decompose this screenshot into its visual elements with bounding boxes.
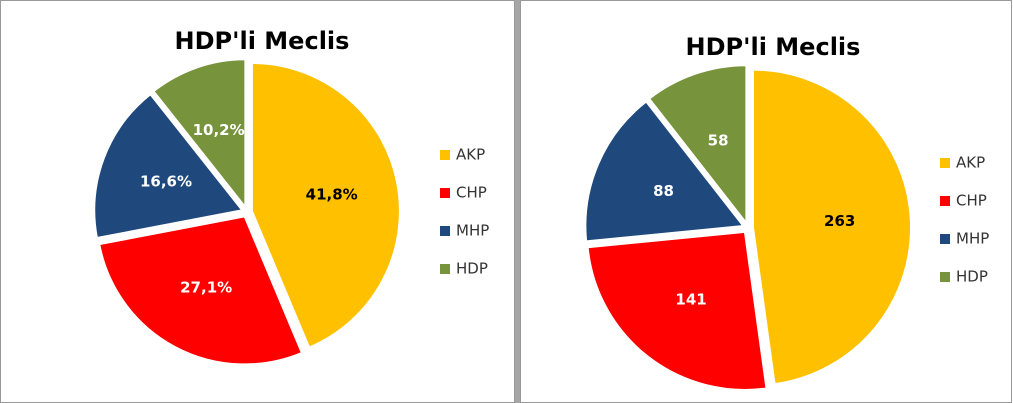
legend-swatch (940, 158, 950, 168)
pie-slice (152, 58, 247, 211)
legend-label: CHP (956, 192, 987, 210)
legend-label: HDP (956, 268, 988, 286)
pie-slice (584, 100, 746, 243)
pie-slice (250, 62, 401, 349)
legend-swatch (440, 150, 450, 160)
legend-label: HDP (456, 260, 488, 278)
legend-label: MHP (956, 230, 989, 248)
legend-label: AKP (956, 154, 985, 172)
data-label: 27,1% (180, 279, 232, 297)
pie-slice (93, 92, 245, 240)
legend-swatch (940, 196, 950, 206)
data-label: 263 (824, 212, 855, 230)
legend-swatch (440, 188, 450, 198)
legend-label: CHP (456, 184, 487, 202)
legend-swatch (440, 264, 450, 274)
legend-swatch (440, 226, 450, 236)
data-label: 16,6% (140, 172, 192, 190)
data-label: 141 (675, 291, 706, 309)
chart-title: HDP'li Meclis (175, 27, 350, 55)
legend-swatch (940, 272, 950, 282)
data-label: 41,8% (306, 185, 358, 203)
data-label: 10,2% (193, 121, 245, 139)
pie-slice (586, 230, 768, 391)
pie-slice (647, 64, 748, 227)
pie-slice (98, 215, 304, 366)
legend-label: AKP (456, 146, 485, 164)
data-label: 88 (653, 182, 674, 200)
divider (515, 0, 520, 403)
pie-slice (751, 68, 912, 386)
legend-label: MHP (456, 222, 489, 240)
chart-title: HDP'li Meclis (686, 33, 861, 61)
legend-swatch (940, 234, 950, 244)
data-label: 58 (708, 132, 729, 150)
